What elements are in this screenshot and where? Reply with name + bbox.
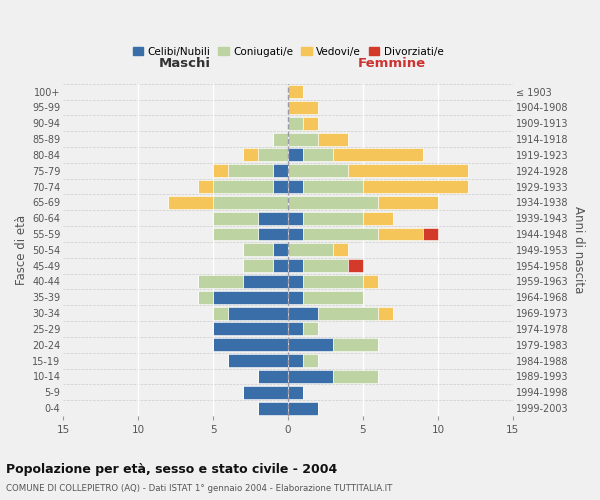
Bar <box>213 180 273 193</box>
Bar <box>228 164 273 177</box>
Text: Popolazione per età, sesso e stato civile - 2004: Popolazione per età, sesso e stato civil… <box>6 462 337 475</box>
Bar <box>243 148 258 162</box>
Bar <box>363 180 468 193</box>
Bar <box>288 259 303 272</box>
Bar <box>288 386 303 398</box>
Bar <box>273 180 288 193</box>
Bar <box>243 275 288 288</box>
Y-axis label: Anni di nascita: Anni di nascita <box>572 206 585 294</box>
Bar <box>288 291 303 304</box>
Bar <box>333 148 423 162</box>
Bar <box>288 338 333 351</box>
Bar <box>423 228 438 240</box>
Bar <box>288 196 378 209</box>
Bar <box>198 291 213 304</box>
Bar <box>243 386 288 398</box>
Bar <box>288 117 303 130</box>
Bar <box>378 306 393 320</box>
Bar <box>213 212 258 224</box>
Bar <box>243 259 273 272</box>
Bar <box>258 402 288 414</box>
Bar <box>213 164 228 177</box>
Bar <box>288 228 303 240</box>
Bar <box>288 370 333 383</box>
Bar <box>273 132 288 145</box>
Bar <box>258 228 288 240</box>
Bar <box>333 338 378 351</box>
Bar <box>288 306 318 320</box>
Bar <box>213 338 288 351</box>
Bar <box>288 354 303 367</box>
Bar <box>288 148 303 162</box>
Bar <box>213 306 228 320</box>
Bar <box>258 370 288 383</box>
Bar <box>303 148 333 162</box>
Bar <box>288 180 303 193</box>
Bar <box>303 212 363 224</box>
Text: COMUNE DI COLLEPIETRO (AQ) - Dati ISTAT 1° gennaio 2004 - Elaborazione TUTTITALI: COMUNE DI COLLEPIETRO (AQ) - Dati ISTAT … <box>6 484 392 493</box>
Bar <box>243 244 273 256</box>
Bar <box>288 212 303 224</box>
Text: Maschi: Maschi <box>158 58 211 70</box>
Bar <box>288 244 333 256</box>
Bar <box>288 402 318 414</box>
Bar <box>288 275 303 288</box>
Bar <box>333 370 378 383</box>
Bar <box>273 259 288 272</box>
Bar <box>348 259 363 272</box>
Bar <box>303 275 363 288</box>
Bar <box>363 212 393 224</box>
Bar <box>273 164 288 177</box>
Bar <box>318 306 378 320</box>
Bar <box>228 354 288 367</box>
Bar <box>348 164 468 177</box>
Bar <box>288 132 318 145</box>
Bar <box>303 259 348 272</box>
Bar <box>213 291 288 304</box>
Bar <box>303 117 318 130</box>
Bar <box>363 275 378 288</box>
Bar <box>333 244 348 256</box>
Bar <box>303 228 378 240</box>
Bar <box>303 322 318 336</box>
Bar <box>258 212 288 224</box>
Bar <box>228 306 288 320</box>
Bar <box>288 322 303 336</box>
Bar <box>303 180 363 193</box>
Text: Femmine: Femmine <box>358 58 425 70</box>
Bar <box>378 196 438 209</box>
Bar <box>258 148 288 162</box>
Bar <box>168 196 213 209</box>
Bar <box>288 85 303 98</box>
Bar <box>288 101 318 114</box>
Bar <box>198 275 243 288</box>
Legend: Celibi/Nubili, Coniugati/e, Vedovi/e, Divorziati/e: Celibi/Nubili, Coniugati/e, Vedovi/e, Di… <box>128 42 448 60</box>
Bar <box>213 196 288 209</box>
Bar <box>273 244 288 256</box>
Bar <box>198 180 213 193</box>
Bar <box>303 354 318 367</box>
Bar <box>213 322 288 336</box>
Bar <box>213 228 258 240</box>
Bar <box>318 132 348 145</box>
Y-axis label: Fasce di età: Fasce di età <box>15 215 28 285</box>
Bar <box>378 228 423 240</box>
Bar <box>303 291 363 304</box>
Bar <box>288 164 348 177</box>
